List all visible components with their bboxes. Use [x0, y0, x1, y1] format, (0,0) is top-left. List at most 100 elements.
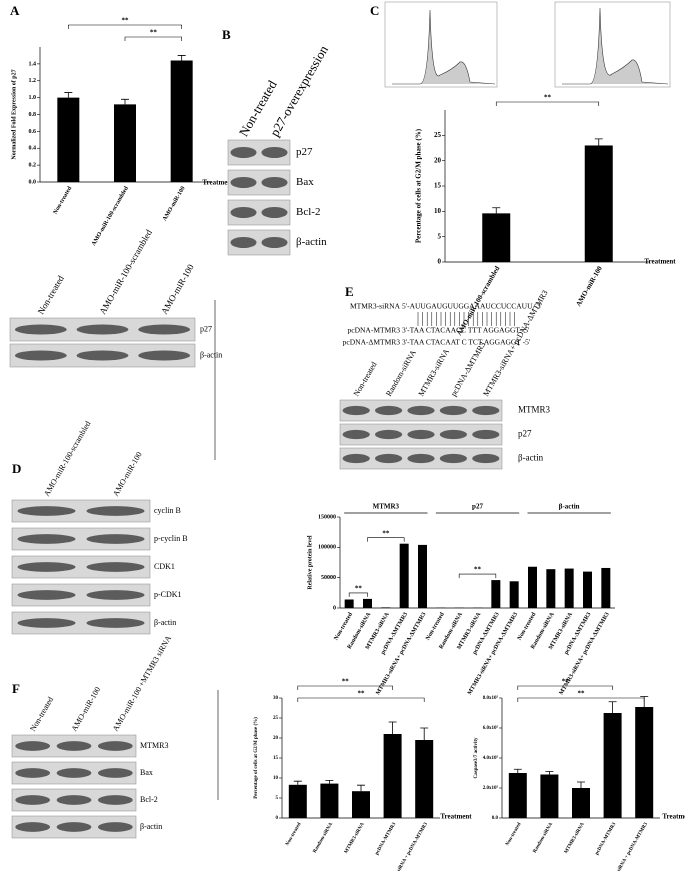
blot-band [17, 534, 76, 544]
lane-label: Random-siRNA [384, 348, 418, 398]
band-label: p-CDK1 [154, 590, 182, 599]
y-tick-label: 0 [438, 258, 442, 266]
x-tick-label: Random-siRNA [533, 822, 555, 854]
significance-bracket [297, 685, 393, 690]
y-tick-label: 0.0 [492, 816, 499, 821]
blot-band [261, 147, 288, 158]
band-label: Bax [296, 176, 314, 188]
bar [482, 213, 511, 262]
significance-label: ** [578, 690, 586, 698]
bar [584, 145, 613, 262]
bar [114, 104, 136, 182]
bar [491, 580, 501, 608]
y-tick-label: 10 [434, 207, 442, 215]
blot-band [86, 618, 145, 628]
blot-band [439, 405, 468, 416]
x-tick-label: pcDNA-MTMR3 [375, 822, 398, 856]
significance-label: ** [544, 94, 552, 102]
significance-label: ** [355, 585, 363, 593]
y-tick-label: 5 [438, 232, 442, 240]
error-bar [64, 92, 73, 98]
blot-band [374, 405, 403, 416]
lane-label: AMO-miR-100 [159, 262, 196, 316]
blot-band [374, 429, 403, 440]
error-bar [513, 768, 522, 773]
sequence: 5'-AUUGAUGUUGGAAAUCCUCCAUU -3' [402, 302, 543, 311]
panel-label: E [345, 284, 354, 299]
y-tick-label: 6.0x10⁵ [483, 725, 499, 731]
y-tick-label: 50000 [321, 575, 336, 581]
blot-band [14, 350, 67, 361]
blot-band [97, 822, 133, 832]
error-bar [608, 701, 617, 713]
significance-bracket [517, 685, 613, 690]
bar [344, 599, 354, 608]
x-tick-label: MTMR3-siRNA [564, 822, 586, 855]
bar [352, 791, 370, 818]
x-tick-label: Non-treated [53, 185, 74, 215]
group-label: p27 [472, 503, 483, 511]
blot-band [342, 405, 370, 416]
bar [509, 581, 519, 608]
bar [572, 788, 590, 818]
lane-label: AMO-miR-100 +MTMR3 siRNA [111, 634, 173, 733]
blot-band [15, 741, 51, 751]
significance-label: ** [122, 17, 130, 25]
y-tick-label: 15 [273, 756, 279, 761]
band-label: β-actin [140, 822, 162, 831]
band-label: MTMR3 [140, 741, 168, 750]
panel-label: A [10, 3, 20, 18]
bar [603, 713, 622, 818]
significance-bracket [124, 36, 182, 41]
band-label: p-cyclin B [154, 534, 188, 543]
error-bar [177, 55, 186, 61]
blot-band [86, 562, 145, 572]
blot-band [261, 237, 288, 248]
flow-histogram-frame [384, 1, 498, 88]
y-axis-label: Caspase3/7 activity [474, 737, 479, 778]
band-label: Bcl-2 [140, 795, 158, 804]
significance-label: ** [382, 529, 390, 537]
error-bar [121, 98, 129, 105]
x-tick-label: Non-treated [333, 611, 354, 641]
lane-label: Non-treated [28, 695, 55, 733]
error-bar [545, 771, 554, 775]
group-label: β-actin [559, 503, 580, 511]
panel-label: C [370, 3, 379, 18]
panel-label: B [222, 27, 231, 42]
x-tick-label: MTMR3-siRNA [344, 822, 366, 855]
y-axis-label: Percentage of cells at G2/M phase (%) [254, 717, 259, 799]
blot-band [138, 324, 191, 335]
blot-band [138, 350, 191, 361]
y-tick-label: 0.8 [29, 112, 37, 118]
blot-band [97, 795, 133, 805]
significance-label: ** [562, 678, 570, 686]
bar [383, 734, 402, 818]
x-tick-label: Non-treated [505, 822, 522, 847]
blot-strip [11, 499, 151, 523]
bar [546, 569, 556, 608]
blot-band [15, 822, 51, 832]
lane-label: MTMR3-siRNA [417, 347, 452, 398]
significance-label: ** [342, 678, 350, 686]
band-label: CDK1 [154, 562, 175, 571]
y-tick-label: 0 [333, 605, 336, 611]
lane-label: AMO-miR-100 [70, 685, 103, 733]
y-tick-label: 0 [276, 816, 279, 821]
blot-strip [11, 583, 151, 607]
blot-band [56, 822, 92, 832]
blot-band [230, 237, 257, 248]
y-tick-label: 1.2 [29, 78, 37, 84]
x-tick-label: Non-treated [285, 822, 302, 847]
significance-label: ** [474, 566, 482, 574]
y-tick-label: 4.0x10⁵ [483, 755, 499, 761]
significance-bracket [68, 24, 182, 29]
significance-bracket [348, 592, 368, 597]
blot-band [15, 768, 51, 778]
sequence-name: pcDNA-MTMR3 [348, 326, 401, 335]
blot-band [97, 768, 133, 778]
band-label: p27 [296, 146, 313, 158]
band-label: β-actin [518, 453, 544, 463]
blot-band [342, 429, 370, 440]
